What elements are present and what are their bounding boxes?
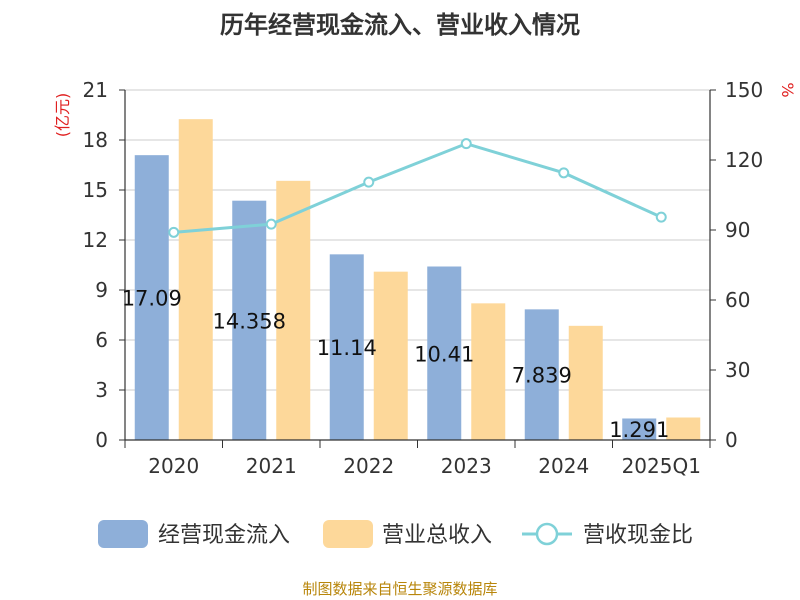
- left-tick-label: 12: [83, 228, 108, 252]
- bar-total-revenue: [568, 325, 603, 440]
- bar-cash-inflow: [427, 266, 462, 440]
- ratio-point: [558, 167, 570, 179]
- legend-label-total-revenue: 营业总收入: [382, 523, 492, 548]
- left-axis-unit: (亿元): [53, 93, 72, 138]
- right-tick-label: 150: [725, 78, 763, 102]
- bar-total-revenue: [471, 303, 506, 440]
- left-tick-label: 3: [95, 378, 108, 402]
- left-tick-label: 18: [83, 128, 108, 152]
- x-tick-label: 2024: [538, 454, 589, 478]
- left-tick-label: 6: [95, 328, 108, 352]
- ratio-point: [460, 138, 472, 150]
- x-tick-label: 2022: [343, 454, 394, 478]
- bar-cash-inflow: [134, 155, 169, 440]
- left-tick-label: 15: [83, 178, 108, 202]
- ratio-point: [168, 226, 180, 238]
- data-label-cash-inflow: 14.358: [213, 309, 286, 333]
- bar-cash-inflow: [622, 418, 657, 440]
- axes-layer: 0 3 6 9 12 15 18 21 0 30 60 90 120 150 2020 2021 2022 202…: [83, 78, 764, 478]
- right-tick-label: 30: [725, 358, 750, 382]
- x-tick-label: 2023: [441, 454, 492, 478]
- legend-swatch-cash-inflow: [98, 520, 148, 548]
- bar-cash-inflow: [329, 254, 364, 440]
- right-tick-label: 120: [725, 148, 763, 172]
- data-label-cash-inflow: 7.839: [512, 364, 572, 388]
- bar-total-revenue: [373, 271, 408, 440]
- bar-cash-inflow: [232, 200, 267, 440]
- data-label-cash-inflow: 11.14: [317, 336, 377, 360]
- left-tick-label: 9: [95, 278, 108, 302]
- x-tick-label: 2025Q1: [622, 454, 701, 478]
- left-tick-label: 0: [95, 428, 108, 452]
- right-tick-label: 60: [725, 288, 750, 312]
- chart-title: 历年经营现金流入、营业收入情况: [220, 11, 580, 39]
- x-tick-label: 2020: [148, 454, 199, 478]
- left-tick-label: 21: [83, 78, 108, 102]
- legend-swatch-total-revenue: [323, 520, 373, 548]
- gridlines: [125, 89, 710, 391]
- data-labels-layer: 17.09 14.358 11.14 10.41 7.839 1.291: [122, 287, 670, 442]
- ratio-line: [173, 142, 662, 234]
- bars-layer: [134, 119, 701, 441]
- ratio-point: [363, 176, 375, 188]
- legend-label-cash-inflow: 经营现金流入: [158, 523, 290, 548]
- ratio-point: [655, 211, 667, 223]
- right-tick-label: 90: [725, 218, 750, 242]
- legend-marker-ratio: [535, 522, 559, 546]
- line-layer: [168, 138, 667, 238]
- bar-cash-inflow: [524, 309, 559, 440]
- data-label-cash-inflow: 10.41: [414, 342, 474, 366]
- data-label-cash-inflow: 1.291: [609, 418, 669, 442]
- bar-total-revenue: [178, 119, 213, 441]
- right-axis-unit: %: [778, 82, 797, 97]
- x-tick-label: 2021: [246, 454, 297, 478]
- bar-total-revenue: [276, 180, 311, 441]
- source-note: 制图数据来自恒生聚源数据库: [302, 580, 497, 598]
- legend-label-ratio: 营收现金比: [583, 523, 693, 548]
- legend: 经营现金流入 营业总收入 营收现金比: [98, 520, 693, 548]
- ratio-point: [265, 218, 277, 230]
- right-tick-label: 0: [725, 428, 738, 452]
- bar-total-revenue: [666, 417, 701, 440]
- data-label-cash-inflow: 17.09: [122, 287, 182, 311]
